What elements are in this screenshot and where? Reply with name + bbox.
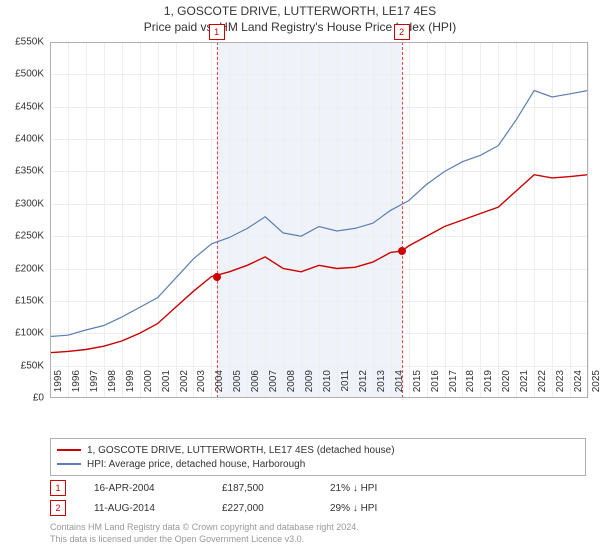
- y-tick-label: £500K: [0, 69, 44, 80]
- x-tick-label: 2004: [214, 370, 225, 402]
- y-tick-label: £400K: [0, 134, 44, 145]
- x-tick-label: 1997: [89, 370, 100, 402]
- x-tick-label: 2015: [412, 370, 423, 402]
- x-tick-label: 1995: [53, 370, 64, 402]
- x-tick-label: 2009: [304, 370, 315, 402]
- footer-license: Contains HM Land Registry data © Crown c…: [50, 522, 586, 545]
- title-address: 1, GOSCOTE DRIVE, LUTTERWORTH, LE17 4ES: [0, 4, 600, 18]
- plot-border: [50, 42, 588, 398]
- event-price: £227,000: [222, 503, 302, 514]
- x-tick-label: 2012: [358, 370, 369, 402]
- y-tick-label: £250K: [0, 231, 44, 242]
- footer-line1: Contains HM Land Registry data © Crown c…: [50, 522, 586, 534]
- x-tick-label: 2021: [519, 370, 530, 402]
- event-row: 1 16-APR-2004 £187,500 21% ↓ HPI: [50, 478, 586, 498]
- x-tick-label: 2017: [448, 370, 459, 402]
- x-tick-label: 2023: [555, 370, 566, 402]
- x-tick-label: 2005: [232, 370, 243, 402]
- x-tick-label: 2003: [196, 370, 207, 402]
- event-number-box: 1: [50, 480, 66, 496]
- x-tick-label: 2014: [394, 370, 405, 402]
- y-tick-label: £100K: [0, 328, 44, 339]
- legend-row: 1, GOSCOTE DRIVE, LUTTERWORTH, LE17 4ES …: [57, 443, 579, 457]
- legend-row: HPI: Average price, detached house, Harb…: [57, 457, 579, 471]
- x-tick-label: 2010: [322, 370, 333, 402]
- x-tick-label: 2008: [286, 370, 297, 402]
- event-box: 1: [209, 24, 225, 40]
- x-tick-label: 2025: [591, 370, 600, 402]
- y-tick-label: £150K: [0, 295, 44, 306]
- legend-swatch: [57, 449, 81, 451]
- x-tick-label: 2007: [268, 370, 279, 402]
- x-tick-label: 2018: [465, 370, 476, 402]
- title-block: 1, GOSCOTE DRIVE, LUTTERWORTH, LE17 4ES …: [0, 0, 600, 34]
- y-tick-label: £350K: [0, 166, 44, 177]
- x-tick-label: 2013: [376, 370, 387, 402]
- x-tick-label: 2011: [340, 370, 351, 402]
- y-tick-label: £300K: [0, 198, 44, 209]
- chart-area: £0£50K£100K£150K£200K£250K£300K£350K£400…: [50, 42, 588, 398]
- footer-line2: This data is licensed under the Open Gov…: [50, 534, 586, 546]
- event-diff: 21% ↓ HPI: [330, 483, 420, 494]
- event-box: 2: [394, 24, 410, 40]
- y-tick-label: £200K: [0, 263, 44, 274]
- y-tick-label: £550K: [0, 37, 44, 48]
- y-tick-label: £0: [0, 393, 44, 404]
- event-number-box: 2: [50, 500, 66, 516]
- legend: 1, GOSCOTE DRIVE, LUTTERWORTH, LE17 4ES …: [50, 438, 586, 476]
- x-tick-label: 2024: [573, 370, 584, 402]
- x-tick-label: 1996: [71, 370, 82, 402]
- x-tick-label: 2006: [250, 370, 261, 402]
- x-tick-label: 2016: [430, 370, 441, 402]
- legend-label: HPI: Average price, detached house, Harb…: [87, 459, 305, 470]
- x-tick-label: 1998: [107, 370, 118, 402]
- event-diff: 29% ↓ HPI: [330, 503, 420, 514]
- events-table: 1 16-APR-2004 £187,500 21% ↓ HPI 2 11-AU…: [50, 478, 586, 518]
- chart-container: 1, GOSCOTE DRIVE, LUTTERWORTH, LE17 4ES …: [0, 0, 600, 560]
- x-tick-label: 2022: [537, 370, 548, 402]
- event-price: £187,500: [222, 483, 302, 494]
- title-subtitle: Price paid vs. HM Land Registry's House …: [0, 20, 600, 34]
- event-date: 11-AUG-2014: [94, 503, 194, 514]
- legend-label: 1, GOSCOTE DRIVE, LUTTERWORTH, LE17 4ES …: [87, 445, 395, 456]
- legend-swatch: [57, 463, 81, 465]
- x-tick-label: 2001: [161, 370, 172, 402]
- x-tick-label: 2019: [483, 370, 494, 402]
- event-date: 16-APR-2004: [94, 483, 194, 494]
- event-row: 2 11-AUG-2014 £227,000 29% ↓ HPI: [50, 498, 586, 518]
- y-tick-label: £50K: [0, 360, 44, 371]
- x-tick-label: 2000: [143, 370, 154, 402]
- x-tick-label: 2002: [179, 370, 190, 402]
- x-tick-label: 1999: [125, 370, 136, 402]
- x-tick-label: 2020: [501, 370, 512, 402]
- y-tick-label: £450K: [0, 101, 44, 112]
